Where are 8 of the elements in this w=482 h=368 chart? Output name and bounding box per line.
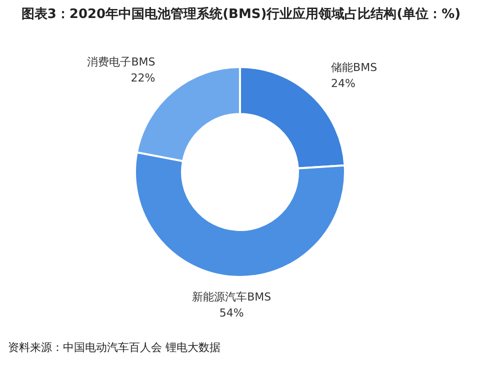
data-label: 24% bbox=[331, 77, 356, 90]
data-label: 54% bbox=[219, 306, 244, 320]
slice-label: 新能源汽车BMS bbox=[192, 290, 272, 304]
data-label: 22% bbox=[130, 72, 156, 85]
text: 资料来源：中国电动汽车百人会 锂电大数据 bbox=[8, 340, 220, 355]
chart-title: 图表3：2020年中国电池管理系统(BMS)行业应用领域占比结构(单位：%) bbox=[20, 6, 462, 24]
slice-label: 消费电子BMS bbox=[87, 56, 156, 69]
slice-label: 储能BMS bbox=[331, 61, 378, 74]
